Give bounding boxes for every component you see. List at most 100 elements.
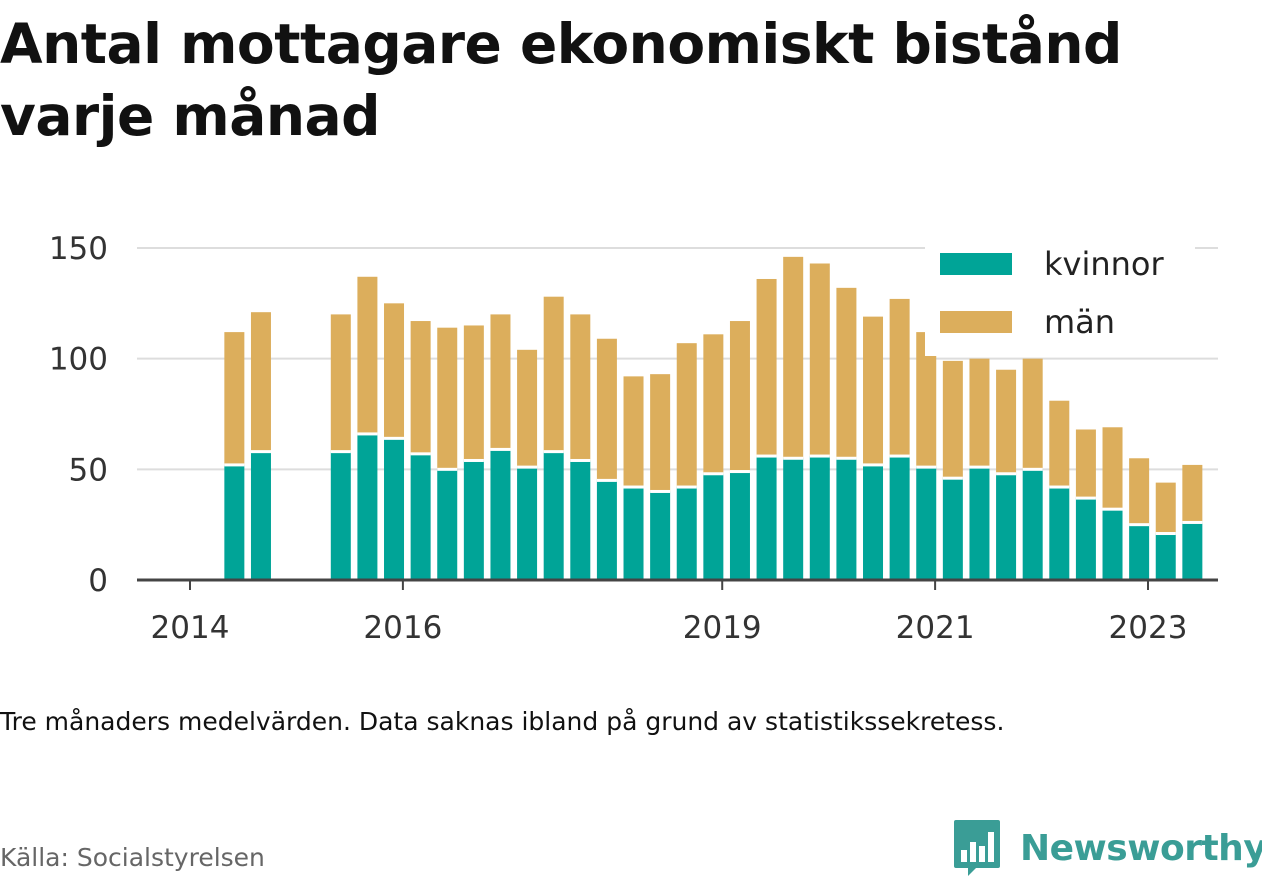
bar-män	[996, 369, 1017, 474]
legend-swatch-kvinnor	[940, 253, 1012, 275]
bar-kvinnor	[942, 478, 963, 580]
y-tick-label: 50	[69, 452, 108, 488]
bar-separator	[756, 454, 777, 458]
bar-kvinnor	[1182, 522, 1203, 580]
brand-logo: Newsworthy	[952, 818, 1262, 878]
bar-kvinnor	[357, 433, 378, 580]
bar-separator	[1102, 507, 1123, 511]
bar-separator	[570, 458, 591, 462]
bar-kvinnor	[836, 458, 857, 580]
bar-kvinnor	[1022, 469, 1043, 580]
bar-män	[570, 314, 591, 461]
x-tick-label: 2016	[363, 610, 442, 646]
bar-män	[490, 314, 511, 450]
legend-swatch-män	[940, 311, 1012, 333]
bar-kvinnor	[1102, 509, 1123, 580]
newsworthy-logo-icon	[954, 820, 1000, 876]
bar-kvinnor	[623, 487, 644, 580]
bar-män	[1075, 429, 1096, 499]
bar-män	[863, 316, 884, 465]
bar-kvinnor	[596, 480, 617, 580]
bar-kvinnor	[437, 469, 458, 580]
bar-separator	[437, 467, 458, 471]
source-label: Källa: Socialstyrelsen	[0, 843, 265, 872]
bar-separator	[384, 436, 405, 440]
bar-män	[650, 374, 671, 492]
bar-separator	[1129, 523, 1150, 527]
bar-separator	[703, 472, 724, 476]
bar-män	[357, 276, 378, 434]
bar-kvinnor	[756, 456, 777, 580]
bar-män	[384, 303, 405, 439]
legend-label-kvinnor: kvinnor	[1044, 245, 1165, 283]
bar-kvinnor	[996, 473, 1017, 580]
bar-män	[410, 321, 431, 454]
bar-separator	[596, 478, 617, 482]
bar-kvinnor	[570, 460, 591, 580]
bar-chart: 0 50 100 150 2014 2016 2019 2021 2023 kvinnor män	[49, 231, 1218, 646]
bar-män	[1129, 458, 1150, 525]
bar-separator	[1022, 467, 1043, 471]
bar-separator	[1075, 496, 1096, 500]
bar-separator	[650, 489, 671, 493]
bar-män	[224, 332, 245, 465]
bar-män	[783, 256, 804, 459]
bar-separator	[1049, 485, 1070, 489]
bar-män	[703, 334, 724, 474]
bar-kvinnor	[224, 464, 245, 580]
axes: 0 50 100 150 2014 2016 2019 2021 2023	[49, 231, 1218, 646]
bar-kvinnor	[384, 438, 405, 580]
x-tick-label: 2014	[151, 610, 230, 646]
y-tick-label: 150	[49, 231, 108, 267]
bar-män	[463, 325, 484, 461]
bar-män	[889, 298, 910, 457]
bar-separator	[809, 454, 830, 458]
bar-kvinnor	[517, 467, 538, 580]
x-tick-label: 2023	[1109, 610, 1188, 646]
bar-separator	[1155, 532, 1176, 536]
bar-separator	[863, 463, 884, 467]
bar-separator	[889, 454, 910, 458]
bar-kvinnor	[650, 491, 671, 580]
bar-kvinnor	[463, 460, 484, 580]
bar-separator	[357, 432, 378, 436]
bar-separator	[623, 485, 644, 489]
chart-title: Antal mottagare ekonomiskt bistånd varje…	[0, 12, 1122, 148]
bar-kvinnor	[863, 464, 884, 580]
bars	[224, 256, 1203, 580]
bar-män	[942, 360, 963, 479]
bar-män	[517, 349, 538, 468]
bar-kvinnor	[916, 467, 937, 580]
bar-män	[437, 327, 458, 470]
bar-separator	[490, 447, 511, 451]
bar-separator	[996, 472, 1017, 476]
bar-män	[1102, 427, 1123, 510]
bar-kvinnor	[729, 471, 750, 580]
bar-kvinnor	[1049, 487, 1070, 580]
bar-män	[596, 338, 617, 481]
bar-män	[809, 263, 830, 457]
bar-separator	[676, 485, 697, 489]
x-tick-label: 2019	[683, 610, 762, 646]
bar-separator	[330, 450, 351, 454]
chart-note: Tre månaders medelvärden. Data saknas ib…	[0, 707, 1005, 736]
bar-kvinnor	[809, 456, 830, 580]
bar-separator	[410, 452, 431, 456]
bar-män	[543, 296, 564, 452]
bar-män	[756, 278, 777, 457]
bar-separator	[224, 463, 245, 467]
bar-separator	[783, 456, 804, 460]
bar-separator	[250, 450, 271, 454]
bar-män	[330, 314, 351, 452]
bar-separator	[1182, 520, 1203, 524]
bar-kvinnor	[783, 458, 804, 580]
bar-kvinnor	[543, 451, 564, 580]
legend: kvinnor män	[925, 240, 1195, 356]
bar-kvinnor	[676, 487, 697, 580]
legend-label-män: män	[1044, 303, 1115, 341]
bar-män	[250, 312, 271, 452]
bar-kvinnor	[250, 451, 271, 580]
brand-name: Newsworthy	[1020, 827, 1262, 869]
bar-separator	[942, 476, 963, 480]
bar-kvinnor	[490, 449, 511, 580]
